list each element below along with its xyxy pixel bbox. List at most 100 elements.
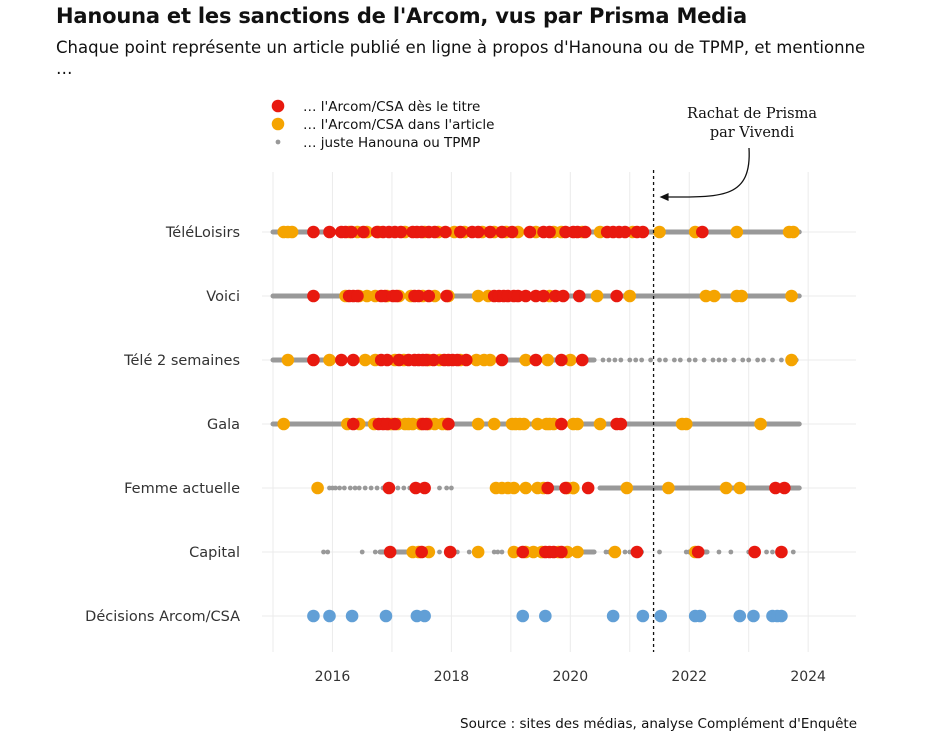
juste-point — [600, 357, 606, 363]
titre-point — [390, 289, 403, 303]
titre-point — [307, 289, 320, 303]
article-point — [719, 481, 733, 495]
titre-point — [439, 225, 452, 239]
titre-point — [630, 545, 644, 559]
article-point — [519, 353, 533, 367]
titre-point — [428, 225, 442, 239]
juste-point — [466, 549, 472, 555]
juste-point — [716, 357, 722, 363]
titre-point — [443, 545, 457, 559]
legend: … l'Arcom/CSA dès le titre … l'Arcom/CSA … — [271, 99, 494, 151]
article-point — [730, 225, 744, 239]
decision-point — [693, 609, 707, 623]
article-point — [679, 417, 693, 431]
juste-point — [499, 549, 505, 555]
titre-point — [388, 417, 402, 431]
article-point — [754, 417, 767, 431]
article-point — [571, 545, 584, 559]
titre-point — [307, 225, 320, 239]
decision-point — [606, 609, 620, 623]
juste-point — [491, 549, 497, 555]
article-point — [623, 289, 637, 303]
titre-point — [748, 545, 761, 559]
titre-point — [382, 481, 396, 495]
legend-label: … l'Arcom/CSA dans l'article — [303, 117, 494, 133]
legend-swatch — [271, 117, 285, 131]
x-axis: 2016 2018 2020 2022 2024 — [315, 669, 826, 685]
article-point — [487, 417, 501, 431]
article-point — [733, 481, 747, 495]
juste-point — [627, 357, 633, 363]
juste-point — [341, 485, 347, 491]
article-point — [590, 289, 604, 303]
juste-point — [321, 549, 326, 555]
annotation-text-line2: par Vivendi — [710, 125, 795, 141]
juste-point — [356, 485, 362, 491]
article-point — [519, 481, 533, 495]
annotation-text-line1: Rachat de Prisma — [687, 106, 817, 122]
titre-point — [559, 481, 572, 495]
article-point — [564, 353, 577, 367]
titre-point — [575, 353, 589, 367]
juste-point — [779, 357, 784, 363]
annotation-arrowhead — [659, 193, 669, 201]
decision-point — [539, 609, 552, 623]
titre-point — [451, 353, 464, 367]
titre-point — [357, 225, 370, 239]
titre-point — [459, 353, 473, 367]
decision-point — [747, 609, 760, 623]
titre-point — [516, 545, 530, 559]
article-point — [471, 417, 485, 431]
juste-point — [618, 357, 624, 363]
juste-point — [677, 357, 683, 363]
titre-point — [483, 225, 497, 239]
annotation-arrow — [661, 147, 750, 198]
titre-point — [323, 225, 336, 239]
row-label: Télé 2 semaines — [123, 353, 240, 369]
row-labels: TéléLoisirs Voici Télé 2 semaines Gala Femme… — [85, 225, 240, 625]
highlight-points-layer — [277, 225, 800, 623]
row-label: TéléLoisirs — [165, 225, 240, 241]
juste-point — [770, 549, 775, 555]
titre-point — [383, 545, 397, 559]
article-point — [541, 353, 555, 367]
juste-point — [372, 549, 378, 555]
titre-point — [541, 481, 555, 495]
juste-point — [401, 485, 407, 491]
article-point — [531, 417, 544, 431]
juste-point — [764, 549, 769, 555]
row-label: Voici — [206, 289, 240, 305]
article-point — [323, 353, 336, 367]
juste-point — [325, 549, 331, 555]
titre-point — [442, 417, 455, 431]
titre-point — [775, 545, 788, 559]
chart-subtitle: Chaque point représente un article publi… — [56, 38, 866, 78]
article-point — [281, 353, 295, 367]
juste-point — [612, 357, 618, 363]
titre-point — [307, 353, 320, 367]
juste-point — [728, 549, 734, 555]
decision-point — [307, 609, 320, 623]
juste-point — [686, 357, 692, 363]
legend-swatch — [271, 99, 285, 113]
titre-point — [523, 225, 537, 239]
juste-point — [359, 549, 365, 555]
article-point — [785, 289, 798, 303]
titre-point — [618, 225, 632, 239]
juste-point — [368, 485, 374, 491]
titre-point — [556, 289, 570, 303]
titre-point — [572, 289, 586, 303]
legend-swatch — [275, 139, 281, 145]
titre-point — [543, 225, 556, 239]
x-tick-label: 2018 — [434, 669, 470, 685]
decision-point — [345, 609, 359, 623]
juste-point — [362, 485, 368, 491]
titre-point — [555, 417, 568, 431]
juste-point — [622, 549, 628, 555]
juste-point — [746, 357, 752, 363]
legend-label: … juste Hanouna ou TPMP — [303, 135, 480, 151]
titre-point — [495, 225, 509, 239]
juste-point — [683, 549, 689, 555]
juste-point — [790, 549, 796, 555]
